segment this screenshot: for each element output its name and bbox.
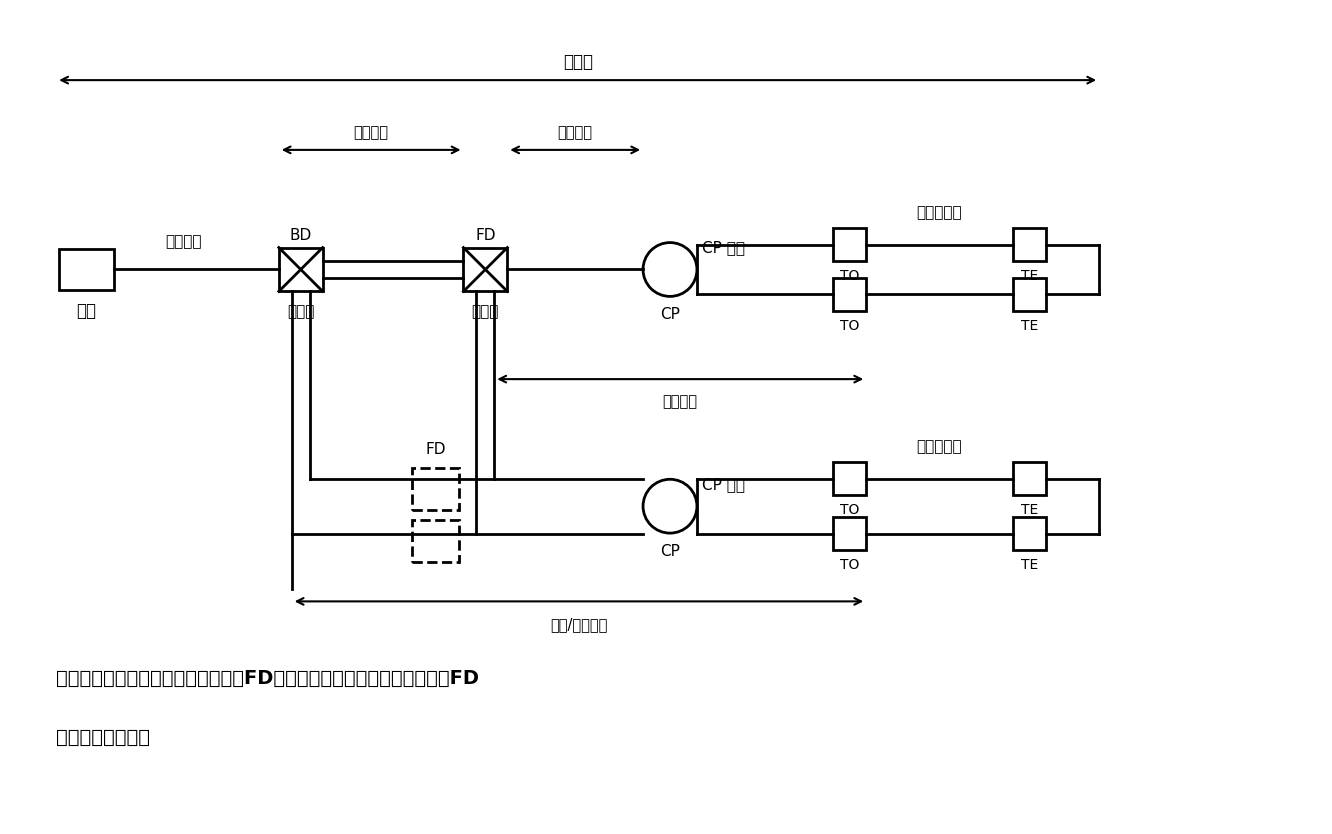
Bar: [832, 278, 866, 311]
Bar: [1012, 229, 1046, 261]
Text: 光纤信道构成（光缆经过楼层配线间FD光跳线连接或光缆经过楼层配线间FD: 光纤信道构成（光缆经过楼层配线间FD光跳线连接或光缆经过楼层配线间FD: [56, 669, 480, 687]
Bar: [59, 249, 113, 290]
Text: CP 光缆: CP 光缆: [702, 477, 745, 492]
Bar: [832, 462, 866, 495]
Bar: [278, 248, 322, 291]
Bar: [1012, 278, 1046, 311]
Circle shape: [643, 480, 697, 533]
Text: 工作区光缆: 工作区光缆: [916, 440, 962, 455]
Circle shape: [643, 243, 697, 296]
Text: CP: CP: [661, 544, 679, 559]
Bar: [1012, 517, 1046, 550]
Text: 主干光缆: 主干光缆: [353, 125, 389, 140]
Text: 光跳线: 光跳线: [288, 304, 314, 319]
Text: BD: BD: [289, 229, 312, 243]
Text: TE: TE: [1020, 558, 1038, 572]
Text: 设备: 设备: [76, 303, 96, 320]
Text: 水平光缆: 水平光缆: [663, 394, 698, 409]
Text: TO: TO: [840, 319, 859, 333]
Text: TE: TE: [1020, 503, 1038, 517]
Text: FD: FD: [476, 229, 496, 243]
Bar: [1012, 462, 1046, 495]
Text: TE: TE: [1020, 319, 1038, 333]
Text: FD: FD: [425, 442, 446, 457]
Text: TO: TO: [840, 503, 859, 517]
Text: CP: CP: [661, 307, 679, 322]
Text: 工作区光缆: 工作区光缆: [916, 205, 962, 220]
Bar: [412, 520, 460, 561]
Bar: [832, 229, 866, 261]
Text: CP 光缆: CP 光缆: [702, 240, 745, 255]
Text: 光跳线: 光跳线: [472, 304, 500, 319]
Text: TE: TE: [1020, 269, 1038, 283]
Bar: [412, 468, 460, 510]
Text: 设备光缆: 设备光缆: [165, 234, 201, 249]
Bar: [832, 517, 866, 550]
Bar: [464, 248, 507, 291]
Text: TO: TO: [840, 269, 859, 283]
Text: 主干/水平光缆: 主干/水平光缆: [550, 617, 607, 632]
Text: 水平光缆: 水平光缆: [558, 125, 593, 140]
Text: 直接连至设备间）: 直接连至设备间）: [56, 728, 151, 747]
Text: TO: TO: [840, 558, 859, 572]
Text: 光信道: 光信道: [562, 53, 593, 71]
